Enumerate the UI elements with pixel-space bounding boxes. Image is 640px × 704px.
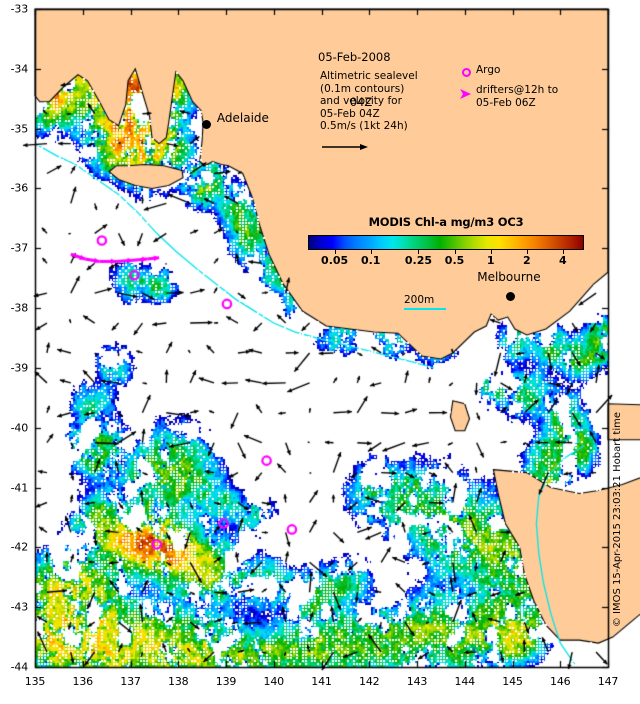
altimetry-annotation: Altimetric sealevel (0.1m contours) and … (320, 70, 418, 132)
x-tick-7: 142 (359, 675, 380, 688)
date-stamp-hour: 04Z (349, 95, 373, 109)
x-tick-11: 146 (550, 675, 571, 688)
x-tick-6: 141 (311, 675, 332, 688)
colorbar-tick-0: 0.05 (321, 254, 349, 267)
y-tick-8: -41 (10, 481, 29, 495)
colorbar-gradient (308, 235, 584, 250)
x-tick-12: 147 (597, 675, 619, 688)
drifter-legend-icon (460, 89, 471, 99)
drifter-legend-label: drifters@12h to 05-Feb 06Z (476, 84, 559, 109)
city-label-melbourne: Melbourne (477, 269, 541, 284)
y-tick-1: -34 (10, 62, 29, 76)
y-tick-9: -42 (10, 540, 29, 554)
bathymetry-key-label: 200m (404, 294, 435, 306)
velocity-scale-arrow (322, 144, 368, 150)
y-tick-11: -44 (10, 660, 29, 674)
colorbar-tickmark-3 (454, 250, 456, 254)
city-label-adelaide: Adelaide (216, 111, 269, 126)
date-stamp-date: 05-Feb-2008 (318, 50, 391, 64)
colorbar-tickmark-2 (418, 250, 420, 254)
colorbar-tick-5: 2 (522, 254, 531, 267)
y-tick-3: -36 (10, 181, 29, 195)
colorbar-tickmark-1 (370, 250, 372, 254)
date-stamp: 05-Feb-2008 04Z (318, 20, 404, 140)
y-tick-6: -39 (10, 361, 29, 375)
colorbar-ticks: 0.05 0.1 0.25 0.5 1 2 4 (308, 250, 584, 267)
y-tick-2: -35 (10, 122, 29, 136)
colorbar-tickmark-0 (334, 250, 336, 254)
x-tick-0: 135 (24, 675, 46, 688)
argo-legend-icon (462, 68, 471, 77)
x-tick-8: 143 (406, 675, 428, 688)
x-tick-2: 137 (120, 675, 141, 688)
city-dot-melbourne (506, 292, 516, 302)
colorbar-title: MODIS Chl-a mg/m3 OC3 (368, 215, 524, 229)
bathymetry-key: 200m (404, 294, 446, 310)
bathymetry-key-line (404, 308, 446, 310)
y-tick-5: -38 (10, 301, 29, 315)
colorbar-tickmark-6 (562, 250, 564, 254)
colorbar-tick-6: 4 (559, 254, 567, 267)
colorbar: MODIS Chl-a mg/m3 OC3 0.05 0.1 0.25 0.5 1 2 4 (308, 215, 584, 267)
x-tick-1: 136 (72, 675, 94, 688)
x-tick-5: 140 (263, 675, 285, 688)
colorbar-tick-3: 0.5 (444, 254, 465, 267)
colorbar-tick-2: 0.25 (404, 254, 433, 267)
city-dot-adelaide (202, 119, 212, 129)
x-tick-10: 145 (502, 675, 523, 688)
y-tick-4: -37 (10, 241, 29, 255)
x-tick-3: 138 (168, 675, 189, 688)
y-tick-7: -40 (10, 421, 29, 435)
argo-legend-label: Argo (476, 64, 501, 76)
x-tick-4: 139 (215, 675, 237, 688)
y-tick-0: -33 (10, 2, 29, 16)
y-tick-10: -43 (10, 600, 29, 614)
colorbar-tick-4: 1 (486, 254, 495, 267)
colorbar-tick-1: 0.1 (360, 254, 381, 267)
colorbar-tickmark-5 (526, 250, 528, 254)
copyright-notice: © IMOS 15-Apr-2015 23:03:21 Hobart time (612, 412, 623, 628)
colorbar-tickmark-4 (490, 250, 492, 254)
x-tick-9: 144 (454, 675, 476, 688)
